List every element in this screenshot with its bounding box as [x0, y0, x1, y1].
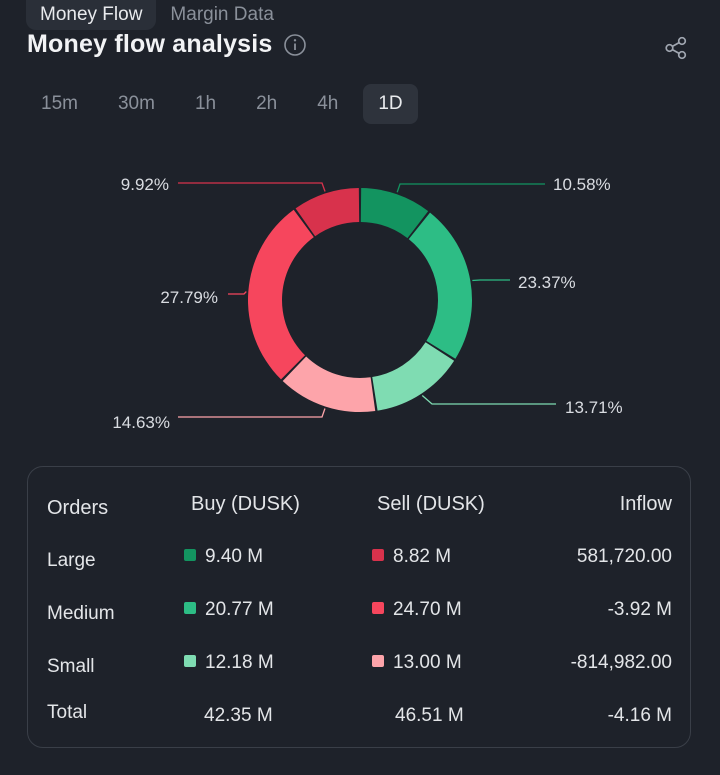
- donut-slice-sell-small[interactable]: [282, 356, 376, 412]
- buy-small-value: 12.18 M: [205, 652, 274, 673]
- donut-leader-line: [472, 279, 510, 282]
- sell-total: 46.51 M: [395, 705, 464, 726]
- donut-slice-sell-large[interactable]: [295, 188, 360, 237]
- money-flow-donut-chart: 10.58% 23.37% 13.71% 14.63% 27.79% 9.92%: [112, 175, 623, 432]
- sell-large: 8.82 M: [372, 546, 451, 568]
- tab-money-flow[interactable]: Money Flow: [26, 0, 157, 30]
- interval-tab-30m[interactable]: 30m: [117, 93, 155, 114]
- buy-large-swatch: [184, 549, 196, 561]
- donut-label: 23.37%: [518, 273, 576, 292]
- interval-tab-15m[interactable]: 15m: [41, 93, 78, 114]
- donut-leader-line: [421, 395, 556, 405]
- inflow-small: -814,982.00: [570, 652, 672, 673]
- donut-label: 27.79%: [160, 288, 218, 307]
- interval-tab-4h[interactable]: 4h: [317, 93, 339, 114]
- sell-large-swatch: [372, 549, 384, 561]
- donut-label: 13.71%: [565, 398, 623, 417]
- sell-medium-swatch: [372, 602, 384, 614]
- interval-tabs: 15m 30m 1h 2h 4h 1D: [26, 84, 428, 124]
- sell-medium-value: 24.70 M: [393, 599, 462, 620]
- sell-small-value: 13.00 M: [393, 652, 462, 673]
- header-buy: Buy (DUSK): [191, 493, 300, 515]
- share-icon[interactable]: [663, 35, 689, 61]
- tab-margin-data[interactable]: Margin Data: [170, 4, 274, 25]
- buy-small-swatch: [184, 655, 196, 667]
- header-orders: Orders: [47, 497, 109, 519]
- donut-label: 14.63%: [112, 413, 170, 432]
- donut-slice-sell-medium[interactable]: [248, 209, 314, 380]
- sell-large-value: 8.82 M: [393, 546, 452, 567]
- buy-large-value: 9.40 M: [205, 546, 264, 567]
- page-title: Money flow analysis: [27, 30, 273, 58]
- row-label-small: Small: [47, 656, 95, 677]
- buy-total: 42.35 M: [204, 705, 273, 726]
- donut-leader-line: [178, 182, 326, 192]
- header-sell: Sell (DUSK): [377, 493, 485, 515]
- donut-slice-buy-medium[interactable]: [408, 212, 472, 359]
- row-label-medium: Medium: [47, 603, 115, 624]
- buy-medium-swatch: [184, 602, 196, 614]
- orders-table: Orders Buy (DUSK) Sell (DUSK) Inflow Lar…: [27, 466, 691, 748]
- sell-medium: 24.70 M: [372, 599, 462, 621]
- sell-small: 13.00 M: [372, 652, 462, 674]
- interval-tab-2h[interactable]: 2h: [256, 93, 278, 114]
- donut-label: 9.92%: [121, 175, 169, 194]
- top-tabs: Money Flow Margin Data: [26, 0, 288, 30]
- donut-leader-line: [228, 291, 247, 295]
- buy-large: 9.40 M: [184, 546, 263, 568]
- donut-label: 10.58%: [553, 175, 611, 194]
- donut-slice-buy-small[interactable]: [372, 342, 455, 411]
- inflow-large: 581,720.00: [576, 546, 672, 567]
- donut-leader-line: [178, 408, 326, 418]
- interval-tab-1d[interactable]: 1D: [363, 84, 418, 124]
- buy-medium-value: 20.77 M: [205, 599, 274, 620]
- interval-tab-1h[interactable]: 1h: [194, 93, 217, 114]
- row-label-total: Total: [47, 702, 88, 723]
- title-row: Money flow analysis: [27, 30, 307, 59]
- donut-leader-line: [396, 183, 545, 193]
- sell-small-swatch: [372, 655, 384, 667]
- inflow-medium: -3.92 M: [607, 599, 672, 620]
- header-inflow: Inflow: [619, 493, 672, 515]
- row-label-large: Large: [47, 550, 96, 571]
- buy-small: 12.18 M: [184, 652, 274, 674]
- donut-slice-buy-large[interactable]: [360, 188, 429, 239]
- buy-medium: 20.77 M: [184, 599, 274, 621]
- info-icon[interactable]: [283, 33, 307, 57]
- inflow-total: -4.16 M: [607, 705, 672, 726]
